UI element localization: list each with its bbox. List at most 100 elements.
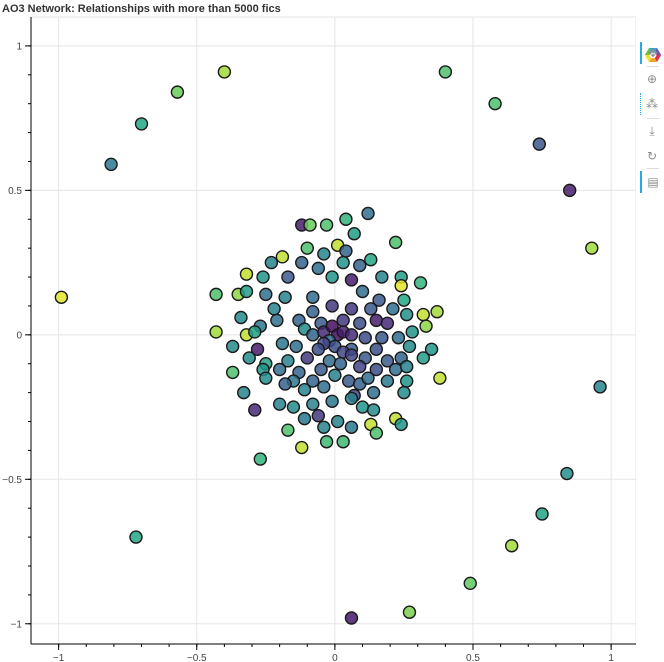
scatter-point[interactable]	[297, 411, 312, 426]
scatter-point[interactable]	[317, 380, 331, 394]
scatter-point[interactable]	[400, 374, 414, 388]
scatter-point[interactable]	[339, 212, 353, 226]
scatter-point[interactable]	[300, 351, 314, 365]
scatter-point[interactable]	[325, 394, 339, 408]
scatter-point[interactable]	[295, 255, 309, 270]
scatter-point[interactable]	[129, 530, 143, 544]
chart-plot[interactable]: −1 −0.5 0 0.5 1 −1 −0.5 0 0.5 1	[0, 0, 636, 662]
scatter-point[interactable]	[375, 331, 389, 345]
scatter-point[interactable]	[375, 270, 389, 284]
scatter-point[interactable]	[325, 270, 339, 284]
scatter-point[interactable]	[239, 284, 254, 299]
scatter-point[interactable]	[317, 420, 331, 434]
scatter-point[interactable]	[532, 137, 547, 151]
scatter-point[interactable]	[319, 218, 334, 232]
scatter-point[interactable]	[433, 371, 447, 385]
hover-tool[interactable]: ▤	[640, 171, 664, 193]
scatter-point[interactable]	[317, 247, 331, 261]
scatter-point[interactable]	[535, 507, 549, 521]
scatter-point[interactable]	[585, 241, 599, 255]
scatter-point[interactable]	[209, 287, 223, 302]
scatter-point[interactable]	[253, 452, 267, 466]
scatter-point[interactable]	[488, 96, 502, 111]
scatter-point[interactable]	[248, 325, 262, 339]
scatter-point[interactable]	[397, 385, 411, 400]
scatter-point[interactable]	[419, 319, 433, 333]
scatter-point[interactable]	[388, 235, 403, 250]
scatter-point[interactable]	[380, 374, 395, 388]
scatter-point[interactable]	[170, 85, 185, 99]
scatter-point[interactable]	[353, 258, 367, 273]
scatter-point[interactable]	[463, 576, 477, 591]
scatter-point[interactable]	[311, 342, 326, 356]
scatter-point[interactable]	[300, 241, 314, 255]
scatter-point[interactable]	[311, 261, 326, 276]
scatter-point[interactable]	[295, 440, 309, 455]
scatter-point[interactable]	[239, 267, 254, 281]
scatter-point[interactable]	[361, 206, 375, 221]
scatter-point[interactable]	[369, 362, 384, 377]
scatter-point[interactable]	[297, 383, 312, 397]
scatter-point[interactable]	[314, 362, 328, 377]
scatter-point[interactable]	[397, 293, 411, 307]
scatter-point[interactable]	[380, 354, 395, 368]
scatter-point[interactable]	[562, 183, 577, 198]
scatter-point[interactable]	[344, 273, 359, 287]
scatter-point[interactable]	[366, 403, 381, 417]
scatter-point[interactable]	[353, 359, 367, 374]
scatter-point[interactable]	[306, 305, 320, 319]
scatter-point[interactable]	[355, 400, 370, 414]
scatter-point[interactable]	[234, 310, 248, 325]
scatter-point[interactable]	[281, 354, 295, 368]
scatter-point[interactable]	[306, 374, 320, 388]
scatter-point[interactable]	[336, 435, 350, 449]
scatter-point[interactable]	[364, 302, 378, 316]
scatter-point[interactable]	[402, 339, 417, 354]
scatter-point[interactable]	[259, 371, 273, 385]
scatter-point[interactable]	[380, 316, 395, 330]
scatter-point[interactable]	[366, 385, 381, 400]
scatter-point[interactable]	[344, 302, 359, 316]
scatter-point[interactable]	[242, 351, 256, 365]
scatter-point[interactable]	[424, 342, 439, 356]
scatter-point[interactable]	[341, 374, 356, 388]
scatter-point[interactable]	[325, 299, 339, 313]
scatter-point[interactable]	[272, 397, 287, 411]
scatter-point[interactable]	[259, 287, 273, 302]
scatter-point[interactable]	[306, 397, 320, 411]
scatter-point[interactable]	[400, 359, 414, 374]
scatter-point[interactable]	[328, 368, 342, 382]
scatter-point[interactable]	[369, 426, 384, 440]
scatter-point[interactable]	[369, 342, 384, 356]
scatter-point[interactable]	[248, 403, 262, 417]
scatter-point[interactable]	[394, 279, 408, 293]
scatter-point[interactable]	[361, 371, 375, 385]
box-zoom-tool[interactable]: ⊕	[641, 68, 663, 90]
scatter-point[interactable]	[347, 227, 361, 241]
scatter-point[interactable]	[394, 417, 408, 432]
scatter-point[interactable]	[369, 313, 384, 328]
scatter-point[interactable]	[358, 331, 372, 345]
scatter-point[interactable]	[54, 290, 69, 304]
scatter-point[interactable]	[289, 339, 303, 354]
scatter-point[interactable]	[311, 409, 326, 423]
scatter-point[interactable]	[330, 414, 345, 429]
scatter-point[interactable]	[430, 305, 444, 319]
scatter-point[interactable]	[372, 293, 386, 307]
scatter-point[interactable]	[336, 313, 350, 328]
scatter-point[interactable]	[416, 351, 430, 365]
scatter-point[interactable]	[275, 250, 290, 264]
scatter-point[interactable]	[278, 377, 292, 391]
scatter-point[interactable]	[388, 362, 403, 377]
scatter-point[interactable]	[217, 65, 232, 79]
scatter-point[interactable]	[281, 270, 295, 284]
scatter-point[interactable]	[344, 391, 359, 406]
pan-tool[interactable]: ✥	[640, 42, 664, 64]
reset-tool[interactable]: ↻	[641, 145, 663, 167]
scatter-point[interactable]	[281, 423, 295, 437]
scatter-point[interactable]	[319, 435, 334, 449]
scatter-point[interactable]	[336, 255, 350, 270]
scatter-point[interactable]	[560, 466, 574, 481]
scatter-point[interactable]	[344, 348, 359, 362]
scatter-point[interactable]	[353, 316, 367, 330]
